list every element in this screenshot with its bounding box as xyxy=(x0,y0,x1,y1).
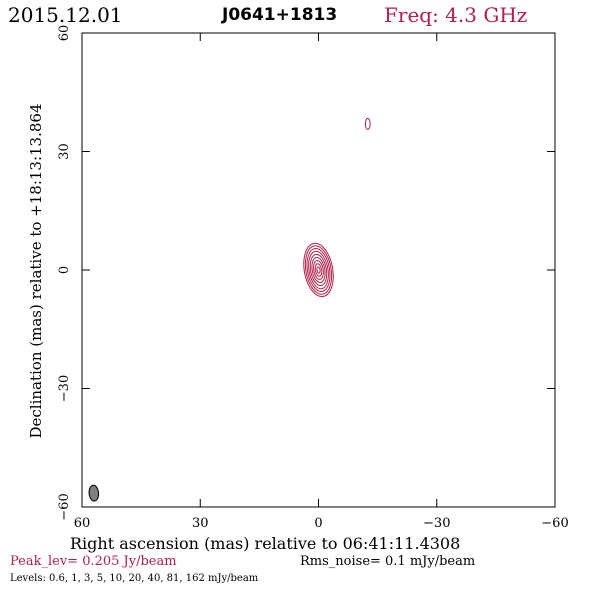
y-tick-label: −30 xyxy=(57,375,72,402)
y-tick-label: −60 xyxy=(57,493,72,520)
x-tick-label: 0 xyxy=(314,516,322,531)
y-axis-label: Declination (mas) relative to +18:13:13.… xyxy=(27,103,45,438)
x-tick-label: −30 xyxy=(423,516,450,531)
contour-0-2 xyxy=(306,248,331,292)
x-tick-label: −60 xyxy=(541,516,568,531)
x-axis-label: Right ascension (mas) relative to 06:41:… xyxy=(70,534,461,553)
plot-frame xyxy=(81,32,556,508)
contour-0-1 xyxy=(304,245,333,295)
contour-0-4 xyxy=(309,253,328,287)
contour-0-7 xyxy=(314,263,323,277)
contour-0-3 xyxy=(308,250,329,290)
frequency-label: Freq: 4.3 GHz xyxy=(384,3,528,27)
peak-level: Peak_lev= 0.205 Jy/beam xyxy=(10,554,177,569)
contour-0-5 xyxy=(311,257,326,283)
y-tick-label: 0 xyxy=(57,266,72,274)
y-tick-label: 30 xyxy=(57,143,72,160)
contour-0-0 xyxy=(303,242,334,298)
x-tick-label: 30 xyxy=(192,516,209,531)
beam-ellipse xyxy=(88,484,100,502)
tick-group xyxy=(81,32,556,508)
contour-0-6 xyxy=(313,260,324,280)
tick-label-group: 60 30 0 −30 −60 −60 −30 0 30 60 xyxy=(57,25,569,531)
x-tick-label: 60 xyxy=(74,516,91,531)
source-name: J0641+1813 xyxy=(222,5,338,25)
observation-date: 2015.12.01 xyxy=(8,3,123,27)
beam-group xyxy=(88,484,100,502)
rms-noise: Rms_noise= 0.1 mJy/beam xyxy=(300,554,476,569)
contour-group xyxy=(303,117,371,298)
contour-1-0 xyxy=(364,117,371,130)
contour-0-8 xyxy=(316,266,321,274)
y-tick-label: 60 xyxy=(57,25,72,42)
contour-levels: Levels: 0.6, 1, 3, 5, 10, 20, 40, 81, 16… xyxy=(10,573,259,584)
